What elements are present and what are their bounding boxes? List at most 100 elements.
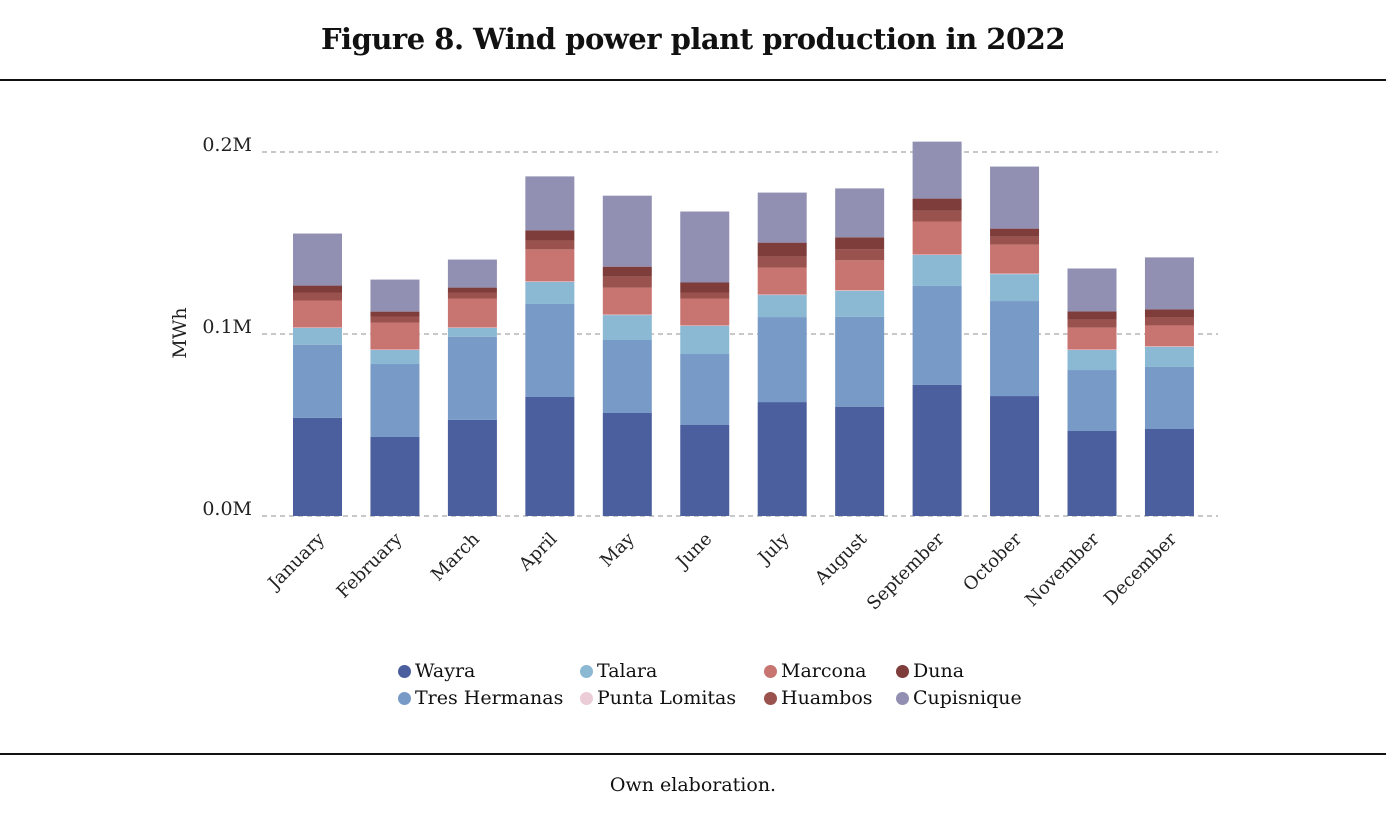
bar-segment-punta-lomitas: [447, 327, 497, 328]
bar-segment-punta-lomitas: [602, 314, 652, 316]
x-tick-label: April: [514, 529, 561, 576]
x-tick-label: May: [596, 528, 639, 571]
bar-segment-duna: [990, 228, 1040, 237]
bar-segment-huambos: [912, 210, 962, 222]
legend-item-tres-hermanas: Tres Hermanas: [398, 687, 580, 709]
bar-segment-wayra: [602, 412, 652, 516]
bar-segment-talara: [602, 315, 652, 341]
bar-segment-punta-lomitas: [370, 349, 420, 351]
bar-segment-cupisnique: [990, 166, 1040, 229]
legend-label: Cupisnique: [913, 687, 1022, 709]
bar-segment-marcona: [447, 298, 497, 328]
legend-label: Punta Lomitas: [597, 687, 737, 709]
bar-stack-january: [293, 233, 342, 516]
gridlines: [262, 151, 1218, 517]
bar-segment-talara: [757, 295, 807, 318]
x-tick-label: July: [753, 528, 794, 569]
bar-segment-marcona: [525, 249, 575, 282]
bar-segment-tres-hermanas: [525, 303, 575, 397]
bar-stack-august: [835, 188, 885, 516]
y-axis-ticks: 0.0M 0.1M 0.2M: [202, 134, 252, 520]
bar-segment-huambos: [1067, 319, 1117, 328]
bar-segment-punta-lomitas: [757, 294, 807, 296]
x-tick-label: September: [863, 528, 949, 614]
bar-segment-marcona: [912, 221, 962, 255]
legend-swatch-icon: [764, 691, 777, 705]
bar-segment-punta-lomitas: [990, 273, 1040, 275]
bar-segment-marcona: [990, 244, 1040, 274]
bottom-rule: [0, 753, 1386, 755]
bar-segment-huambos: [370, 316, 420, 323]
bar-segment-marcona: [680, 298, 730, 326]
bar-segment-wayra: [990, 396, 1040, 516]
bar-segment-marcona: [757, 267, 807, 295]
x-axis-labels: January February March April May June July Augu…: [263, 528, 1181, 614]
y-tick-label: 0.0M: [202, 498, 252, 520]
bar-segment-duna: [912, 198, 962, 211]
legend-item-marcona: Marcona: [764, 660, 896, 682]
legend-item-huambos: Huambos: [764, 687, 896, 709]
x-tick-label: December: [1100, 528, 1181, 609]
bar-segment-wayra: [370, 437, 420, 516]
bar-stack-may: [602, 195, 652, 516]
bar-segment-wayra: [525, 396, 575, 516]
figure-title: Figure 8. Wind power plant production in…: [320, 22, 1066, 56]
bar-segment-wayra: [757, 402, 807, 516]
legend-label: Huambos: [781, 687, 873, 709]
bar-segment-tres-hermanas: [447, 336, 497, 420]
bar-segment-duna: [757, 242, 807, 257]
bar-segment-duna: [447, 287, 497, 293]
legend-item-talara: Talara: [580, 660, 764, 682]
y-tick-label: 0.1M: [202, 316, 252, 338]
x-tick-label: August: [810, 528, 871, 589]
bar-segment-tres-hermanas: [1067, 370, 1117, 432]
y-axis-title: MWh: [169, 307, 191, 358]
bar-segment-wayra: [1067, 431, 1117, 516]
bar-segment-punta-lomitas: [1144, 346, 1194, 347]
bar-segment-duna: [1144, 309, 1194, 318]
bar-segment-cupisnique: [1144, 257, 1194, 310]
bar-segment-duna: [835, 237, 885, 250]
y-tick-label: 0.2M: [202, 134, 252, 156]
bar-segment-marcona: [1067, 327, 1117, 350]
bar-stack-october: [990, 166, 1040, 516]
bar-segment-talara: [1067, 350, 1117, 371]
bar-segment-punta-lomitas: [293, 327, 342, 328]
bar-segment-cupisnique: [835, 188, 885, 238]
legend-swatch-icon: [896, 691, 909, 705]
bar-stack-june: [680, 211, 730, 516]
bar-segment-wayra: [447, 419, 497, 516]
bar-segment-tres-hermanas: [293, 344, 342, 418]
bar-segment-marcona: [293, 300, 342, 328]
bar-segment-punta-lomitas: [525, 281, 575, 282]
legend-label: Talara: [597, 660, 658, 682]
bar-segment-marcona: [1144, 325, 1194, 347]
bar-segment-huambos: [680, 292, 730, 299]
bar-segment-punta-lomitas: [835, 290, 885, 291]
bar-segment-tres-hermanas: [602, 340, 652, 413]
bar-segment-huambos: [525, 240, 575, 250]
bar-segment-cupisnique: [447, 259, 497, 288]
bar-segment-talara: [370, 350, 420, 365]
x-tick-label: October: [959, 528, 1026, 595]
bar-segment-marcona: [370, 322, 420, 350]
bar-segment-duna: [370, 311, 420, 317]
bar-segment-tres-hermanas: [757, 317, 807, 403]
bar-segment-marcona: [835, 260, 885, 291]
legend-item-cupisnique: Cupisnique: [896, 687, 1036, 709]
bar-segment-tres-hermanas: [912, 285, 962, 385]
bar-segment-tres-hermanas: [990, 301, 1040, 397]
bar-segment-cupisnique: [1067, 268, 1117, 312]
bar-segment-cupisnique: [370, 279, 420, 312]
bar-segment-cupisnique: [680, 211, 730, 283]
bar-segment-huambos: [602, 276, 652, 288]
bar-segment-punta-lomitas: [1067, 349, 1117, 351]
bar-stack-april: [525, 176, 575, 516]
bar-segment-duna: [293, 285, 342, 293]
bar-segment-duna: [525, 230, 575, 241]
legend: Wayra Talara Marcona Duna Tres Hermanas Punta…: [398, 660, 1038, 709]
legend-swatch-icon: [580, 691, 593, 705]
legend-item-duna: Duna: [896, 660, 1036, 682]
bar-segment-wayra: [912, 384, 962, 516]
bar-stack-september: [912, 141, 962, 516]
